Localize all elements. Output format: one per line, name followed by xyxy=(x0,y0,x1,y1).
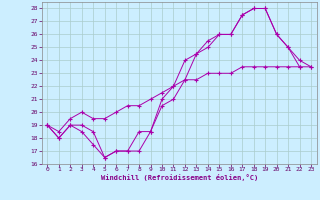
X-axis label: Windchill (Refroidissement éolien,°C): Windchill (Refroidissement éolien,°C) xyxy=(100,174,258,181)
